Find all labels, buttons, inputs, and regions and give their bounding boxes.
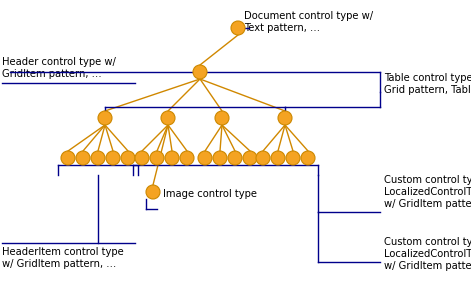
Circle shape xyxy=(180,151,194,165)
Circle shape xyxy=(213,151,227,165)
Text: Custom control type w/
LocalizedControlType = "row"
w/ GridItem pattern, …: Custom control type w/ LocalizedControlT… xyxy=(384,175,471,209)
Circle shape xyxy=(271,151,285,165)
Text: HeaderItem control type
w/ GridItem pattern, …: HeaderItem control type w/ GridItem patt… xyxy=(2,247,124,269)
Text: Header control type w/
GridItem pattern, …: Header control type w/ GridItem pattern,… xyxy=(2,57,116,79)
Circle shape xyxy=(165,151,179,165)
Circle shape xyxy=(286,151,300,165)
Circle shape xyxy=(121,151,135,165)
Circle shape xyxy=(146,185,160,199)
Circle shape xyxy=(91,151,105,165)
Circle shape xyxy=(243,151,257,165)
Circle shape xyxy=(61,151,75,165)
Circle shape xyxy=(98,111,112,125)
Circle shape xyxy=(106,151,120,165)
Text: Image control type: Image control type xyxy=(163,189,257,199)
Circle shape xyxy=(161,111,175,125)
Text: Custom control type w/
LocalizedControlType = "row" or "cell"
w/ GridItem patter: Custom control type w/ LocalizedControlT… xyxy=(384,237,471,271)
Circle shape xyxy=(231,21,245,35)
Circle shape xyxy=(301,151,315,165)
Circle shape xyxy=(193,65,207,79)
Circle shape xyxy=(135,151,149,165)
Text: Table control type w/
Grid pattern, Table pattern, …: Table control type w/ Grid pattern, Tabl… xyxy=(384,73,471,95)
Circle shape xyxy=(228,151,242,165)
Circle shape xyxy=(215,111,229,125)
Circle shape xyxy=(278,111,292,125)
Circle shape xyxy=(150,151,164,165)
Text: Document control type w/
Text pattern, …: Document control type w/ Text pattern, … xyxy=(244,11,373,33)
Circle shape xyxy=(76,151,90,165)
Circle shape xyxy=(198,151,212,165)
Circle shape xyxy=(256,151,270,165)
